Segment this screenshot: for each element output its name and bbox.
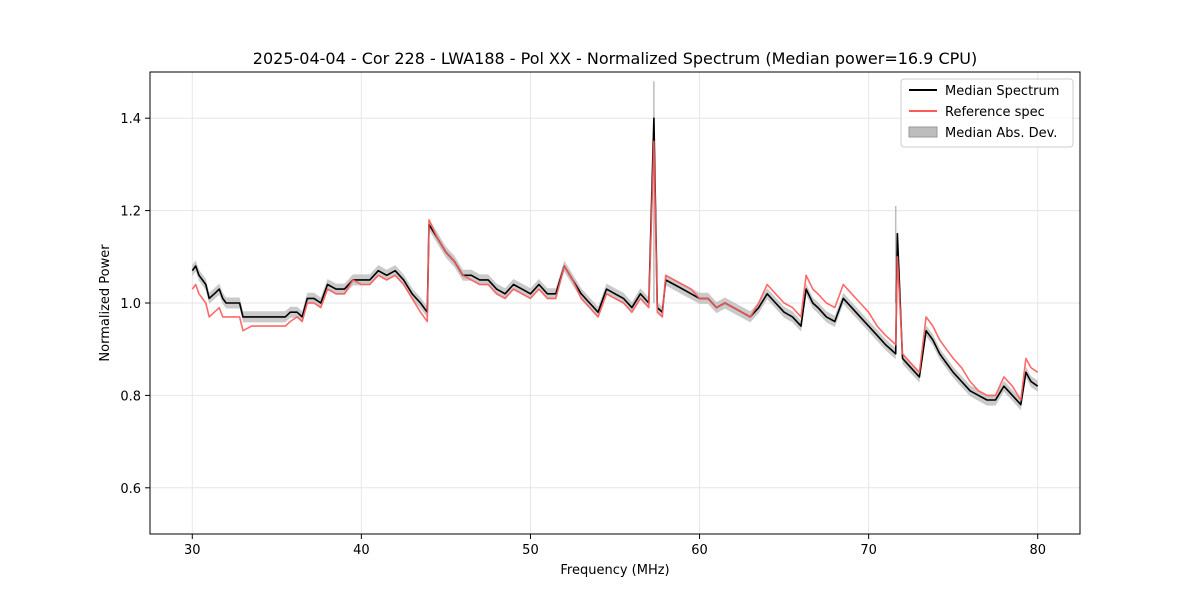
y-axis-ticks: 0.6 0.8 1.0 1.2 1.4 <box>120 112 150 497</box>
y-tick-label: 1.2 <box>120 205 141 220</box>
x-axis-label: Frequency (MHz) <box>560 563 669 578</box>
x-tick-label: 30 <box>184 543 201 558</box>
x-tick-label: 70 <box>860 543 877 558</box>
x-tick-label: 80 <box>1029 543 1046 558</box>
y-axis-label: Normalized Power <box>98 244 113 362</box>
legend-mad-swatch <box>908 126 938 138</box>
reference-spec-line <box>191 140 1039 401</box>
grid-lines <box>150 72 1080 534</box>
legend-mad-label: Median Abs. Dev. <box>945 126 1057 141</box>
mad-band <box>192 112 1038 411</box>
series-layer <box>191 117 1039 406</box>
legend-box <box>900 78 1074 148</box>
y-tick-label: 1.0 <box>120 297 141 312</box>
x-axis-ticks: 30 40 50 60 70 80 <box>184 534 1046 558</box>
legend: Median Spectrum Reference spec Median Ab… <box>900 78 1074 148</box>
x-tick-label: 50 <box>522 543 539 558</box>
x-tick-label: 60 <box>691 543 708 558</box>
chart-title: 2025-04-04 - Cor 228 - LWA188 - Pol XX -… <box>253 49 977 68</box>
y-tick-label: 1.4 <box>120 112 141 127</box>
median-spectrum-line <box>191 117 1039 406</box>
y-tick-label: 0.6 <box>120 482 141 497</box>
legend-reference-label: Reference spec <box>945 105 1045 120</box>
y-tick-label: 0.8 <box>120 389 141 404</box>
x-tick-label: 40 <box>353 543 370 558</box>
legend-median-label: Median Spectrum <box>945 84 1059 99</box>
